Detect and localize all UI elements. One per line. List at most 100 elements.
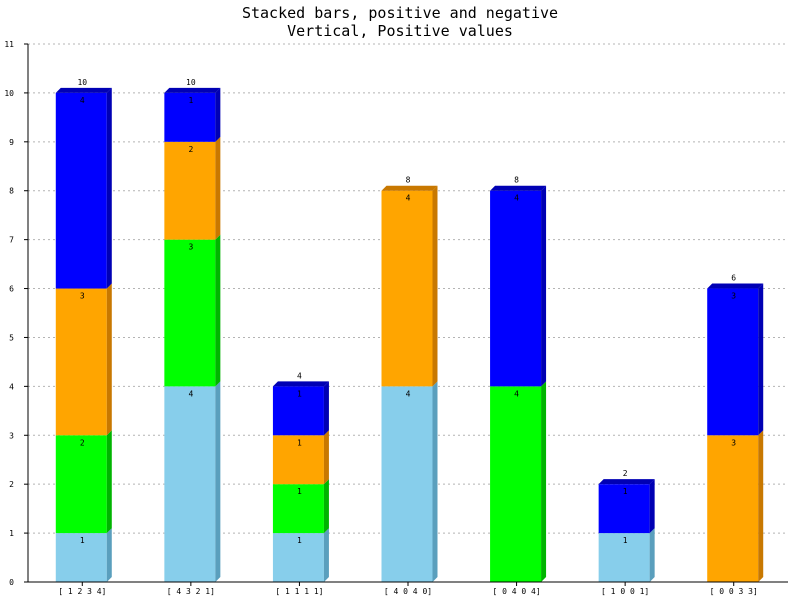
- y-tick-label: 6: [9, 285, 14, 294]
- bar-segment: [381, 190, 433, 387]
- bar-top-face: [272, 381, 329, 387]
- segment-label: 4: [80, 96, 85, 105]
- bar-segment: [598, 484, 650, 534]
- bar-segment: [164, 239, 216, 387]
- y-tick-label: 1: [9, 529, 14, 538]
- bar-segment-side: [106, 430, 112, 534]
- bar-segment-side: [106, 528, 112, 582]
- segment-label: 1: [80, 536, 85, 545]
- bar-segment: [272, 533, 324, 582]
- segment-label: 1: [188, 96, 193, 105]
- bar-segment-side: [758, 430, 764, 582]
- x-tick-label: [ 1 2 3 4]: [58, 587, 106, 596]
- total-label: 10: [186, 78, 196, 87]
- bar-segment-side: [649, 479, 655, 534]
- bars: [55, 87, 764, 582]
- data-labels: 1 2 3 4 10 4 3 2 1 10 1 1 1 1 4 4 4 8 4 4 8 1 1 2 3 3 6: [77, 78, 736, 545]
- segment-label: 1: [297, 536, 302, 545]
- total-label: 2: [623, 469, 628, 478]
- y-tick-label: 9: [9, 138, 14, 147]
- bar-segment-side: [758, 283, 764, 436]
- x-tick-label: [ 0 0 3 3]: [710, 587, 758, 596]
- bar-segment: [272, 484, 324, 534]
- bar-segment: [490, 190, 542, 387]
- bar-top-face: [707, 283, 764, 289]
- y-tick-label: 4: [9, 382, 14, 391]
- bar-segment-side: [106, 87, 112, 289]
- segment-label: 1: [297, 487, 302, 496]
- bar-segment-side: [215, 234, 221, 387]
- segment-label: 4: [514, 389, 519, 398]
- segment-label: 3: [188, 243, 193, 252]
- bar-segment-side: [649, 528, 655, 582]
- y-tick-label: 2: [9, 480, 14, 489]
- bar-segment: [55, 435, 107, 534]
- bar-segment: [164, 92, 216, 142]
- segment-label: 1: [623, 487, 628, 496]
- bar-segment: [164, 141, 216, 240]
- bar-top-face: [490, 185, 547, 191]
- bar-segment: [55, 288, 107, 436]
- segment-label: 4: [514, 194, 519, 203]
- bar-segment: [164, 386, 216, 582]
- segment-label: 4: [406, 194, 411, 203]
- bar-segment-side: [323, 528, 329, 582]
- segment-label: 3: [731, 438, 736, 447]
- x-tick-label: [ 4 0 4 0]: [384, 587, 432, 596]
- bar-top-face: [164, 87, 221, 93]
- bar-segment-side: [215, 381, 221, 582]
- y-tick-label: 7: [9, 236, 14, 245]
- segment-label: 1: [297, 438, 302, 447]
- segment-label: 2: [80, 438, 85, 447]
- total-label: 8: [514, 176, 519, 185]
- x-tick-label: [ 1 1 1 1]: [275, 587, 323, 596]
- segment-label: 2: [188, 145, 193, 154]
- bar-segment: [55, 92, 107, 289]
- total-label: 4: [297, 371, 302, 380]
- y-tick-label: 3: [9, 431, 14, 440]
- bar-segment: [381, 386, 433, 582]
- y-tick-label: 8: [9, 187, 14, 196]
- bar-segment: [598, 533, 650, 582]
- bar-segment-side: [106, 283, 112, 436]
- segment-label: 4: [188, 389, 193, 398]
- chart-title: Stacked bars, positive and negative: [242, 4, 558, 22]
- chart-subtitle: Vertical, Positive values: [287, 22, 513, 40]
- x-tick-label: [ 4 3 2 1]: [167, 587, 215, 596]
- bar-segment-side: [323, 381, 329, 436]
- bar-segment-side: [323, 430, 329, 485]
- segment-label: 1: [623, 536, 628, 545]
- segment-label: 1: [297, 389, 302, 398]
- bar-segment: [272, 435, 324, 485]
- bar-segment: [55, 533, 107, 582]
- bar-segment-side: [432, 381, 438, 582]
- x-tick-label: [ 1 0 0 1]: [601, 587, 649, 596]
- bar-segment-side: [215, 87, 221, 142]
- y-tick-label: 5: [9, 333, 14, 342]
- total-label: 6: [731, 274, 736, 283]
- segment-label: 3: [731, 292, 736, 301]
- y-tick-label: 10: [4, 89, 14, 98]
- total-label: 10: [77, 78, 87, 87]
- bar-segment-side: [432, 185, 438, 387]
- bar-segment-side: [541, 381, 547, 582]
- x-tick-label: [ 0 4 0 4]: [492, 587, 540, 596]
- segment-label: 3: [80, 292, 85, 301]
- bar-segment: [707, 435, 759, 582]
- segment-label: 4: [406, 389, 411, 398]
- bar-segment: [490, 386, 542, 582]
- bar-segment-side: [323, 479, 329, 534]
- bar-top-face: [598, 479, 655, 485]
- y-tick-label: 11: [4, 40, 14, 49]
- total-label: 8: [406, 176, 411, 185]
- y-tick-label: 0: [9, 578, 14, 587]
- bar-segment-side: [541, 185, 547, 387]
- bar-segment: [272, 386, 324, 436]
- bar-segment-side: [215, 136, 221, 240]
- bar-top-face: [55, 87, 112, 93]
- bar-top-face: [381, 185, 438, 191]
- bar-segment: [707, 288, 759, 436]
